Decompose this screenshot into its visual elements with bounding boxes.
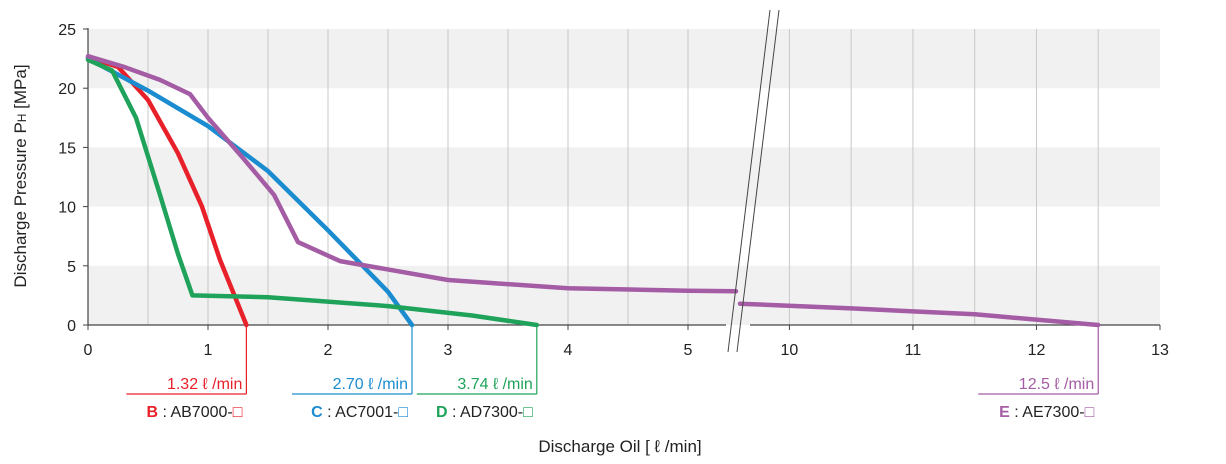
flow-label-B: 1.32 ℓ /min	[167, 376, 242, 393]
axis-break-line	[736, 9, 780, 353]
model-label-E: E : AE7300-□	[999, 404, 1094, 421]
y-tick-label: 20	[58, 81, 76, 98]
series-line-D	[85, 57, 540, 328]
x-tick-label: 5	[684, 342, 693, 359]
y-tick-label: 10	[58, 200, 76, 217]
grid-band	[88, 29, 1160, 89]
series-line-E	[85, 53, 739, 294]
series-letter-B: B	[146, 404, 158, 421]
y-tick-label: 15	[58, 140, 76, 157]
model-name-D: : AD7300-	[448, 404, 524, 421]
y-axis-label-main: Discharge Pressure P	[11, 122, 30, 287]
model-label-C: C : AC7001-□	[311, 404, 408, 421]
x-tick-label: 11	[905, 342, 922, 359]
x-tick-label: 0	[84, 342, 93, 359]
model-label-D: D : AD7300-□	[436, 404, 533, 421]
model-name-B: : AB7000-	[158, 404, 233, 421]
x-tick-label: 4	[564, 342, 573, 359]
grid-band	[88, 147, 1160, 207]
x-tick-label: 13	[1151, 342, 1169, 359]
series-letter-C: C	[311, 404, 323, 421]
model-suffix-box-C: □	[398, 404, 408, 421]
x-tick-label: 1	[204, 342, 213, 359]
y-axis-label-unit: [MPa]	[11, 64, 30, 113]
x-tick-label: 12	[1028, 342, 1046, 359]
y-axis-label: Discharge Pressure PH [MPa]	[11, 64, 30, 287]
series-letter-E: E	[999, 404, 1010, 421]
model-name-E: : AE7300-	[1010, 404, 1085, 421]
x-tick-labels: 0 1 2 3 4 5 10 11 12 13	[84, 342, 1169, 359]
axis-break-line	[727, 9, 771, 353]
flow-label-C: 2.70 ℓ /min	[333, 376, 408, 393]
x-tick-label: 2	[324, 342, 333, 359]
series-letter-D: D	[436, 404, 448, 421]
y-tick-label: 5	[67, 259, 76, 276]
y-tick-label: 25	[58, 22, 76, 39]
series-lines	[85, 53, 1101, 328]
y-axis-label-subscript: H	[15, 114, 29, 123]
x-tick-label: 10	[781, 342, 799, 359]
model-name-C: : AC7001-	[323, 404, 399, 421]
model-suffix-box-B: □	[233, 404, 243, 421]
flow-label-E: 12.5 ℓ /min	[1019, 376, 1094, 393]
y-tick-labels: 0 5 10 15 20 25	[58, 22, 76, 335]
model-label-B: B : AB7000-□	[146, 404, 242, 421]
axis-break-marker	[727, 9, 780, 353]
x-tick-label: 3	[444, 342, 453, 359]
series-line-E	[737, 301, 1101, 328]
vertical-gridlines	[147, 29, 1099, 325]
horizontal-bands	[88, 29, 1160, 325]
model-suffix-box-E: □	[1085, 404, 1095, 421]
series-line-C	[85, 56, 415, 328]
x-axis-label: Discharge Oil [ ℓ /min]	[538, 437, 701, 456]
y-tick-label: 0	[67, 318, 76, 335]
model-suffix-box-D: □	[523, 404, 533, 421]
flow-label-D: 3.74 ℓ /min	[457, 376, 532, 393]
